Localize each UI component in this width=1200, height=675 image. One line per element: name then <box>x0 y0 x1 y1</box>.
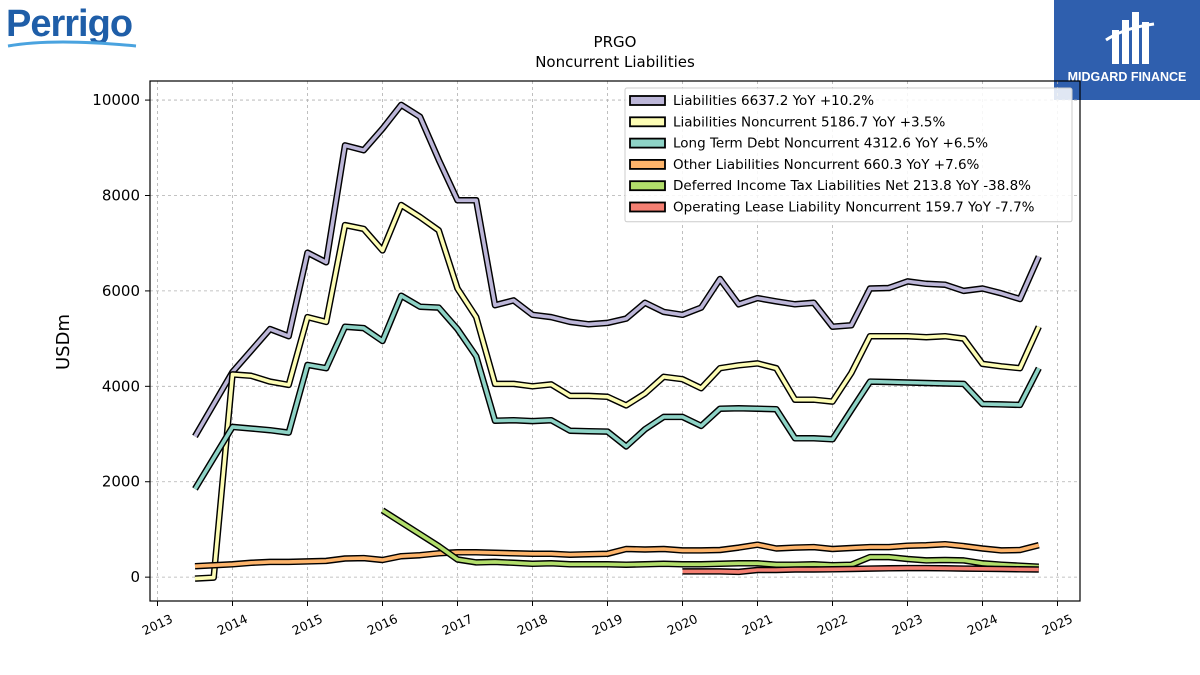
x-tick-label: 2019 <box>590 611 625 638</box>
x-tick-label: 2015 <box>290 611 325 638</box>
x-tick-label: 2023 <box>890 611 925 638</box>
legend-swatch <box>629 116 666 128</box>
chart-subtitle: Noncurrent Liabilities <box>535 53 695 71</box>
perrigo-logo-text: Perrigo <box>6 3 132 45</box>
midgard-finance-logo: MIDGARD FINANCE <box>1054 0 1200 100</box>
series-outline <box>192 292 1042 491</box>
x-tick-label: 2013 <box>140 611 175 638</box>
plot-frame <box>149 80 1081 602</box>
x-tick-label: 2024 <box>965 611 1000 638</box>
y-axis-label: USDm <box>53 314 74 370</box>
legend-entry: Deferred Income Tax Liabilities Net 213.… <box>673 178 1031 194</box>
y-tick-label: 2000 <box>102 473 140 491</box>
series-long-term-debt-noncurrent <box>192 292 1042 491</box>
legend-entry: Operating Lease Liability Noncurrent 159… <box>673 200 1035 216</box>
x-tick-label: 2016 <box>365 611 400 638</box>
x-tick-label: 2020 <box>665 611 700 638</box>
x-tick-label: 2014 <box>215 611 250 638</box>
series-line <box>193 103 1041 438</box>
legend: Liabilities 6637.2 YoY +10.2% Liabilities… <box>624 87 1073 223</box>
legend-swatch <box>629 180 666 192</box>
legend-entry: Liabilities Noncurrent 5186.7 YoY +3.5% <box>673 114 946 130</box>
x-tick-label: 2025 <box>1040 611 1075 638</box>
y-tick-label: 4000 <box>102 377 140 395</box>
series-deferred-income-tax-liabilities-net <box>380 507 1039 570</box>
y-tick-label: 8000 <box>102 186 140 204</box>
legend-swatch <box>629 201 666 213</box>
series-line <box>381 508 1039 569</box>
legend-entry: Long Term Debt Noncurrent 4312.6 YoY +6.… <box>673 136 988 152</box>
x-tick-label: 2021 <box>740 611 775 638</box>
x-tick-label: 2017 <box>440 611 475 638</box>
grid-layer <box>150 81 1080 601</box>
legend-swatch <box>629 95 666 106</box>
y-tick-label: 6000 <box>102 282 140 300</box>
legend-swatch <box>629 158 666 170</box>
midgard-finance-text: MIDGARD FINANCE <box>1068 70 1187 84</box>
legend-entry: Other Liabilities Noncurrent 660.3 YoY +… <box>673 157 980 173</box>
series-line <box>682 566 1039 574</box>
x-tick-label: 2022 <box>815 611 850 638</box>
series-line <box>194 542 1040 568</box>
series-operating-lease-liability-noncurrent <box>682 564 1039 576</box>
legend-entry: Liabilities 6637.2 YoY +10.2% <box>673 93 874 109</box>
y-tick-label: 10000 <box>92 91 140 109</box>
legend-box <box>624 87 1073 223</box>
series-layer <box>192 101 1042 582</box>
y-tick-label: 0 <box>130 568 140 586</box>
series-liabilities-noncurrent <box>194 201 1042 582</box>
chart-title: PRGO <box>594 33 637 51</box>
series-liabilities <box>192 101 1042 439</box>
x-tick-label: 2018 <box>515 611 550 638</box>
series-line <box>194 203 1041 581</box>
series-other-liabilities-noncurrent <box>194 540 1040 570</box>
legend-swatch <box>629 137 666 149</box>
series-line <box>193 293 1041 490</box>
perrigo-logo: Perrigo <box>4 2 144 56</box>
series-outline <box>380 507 1039 570</box>
